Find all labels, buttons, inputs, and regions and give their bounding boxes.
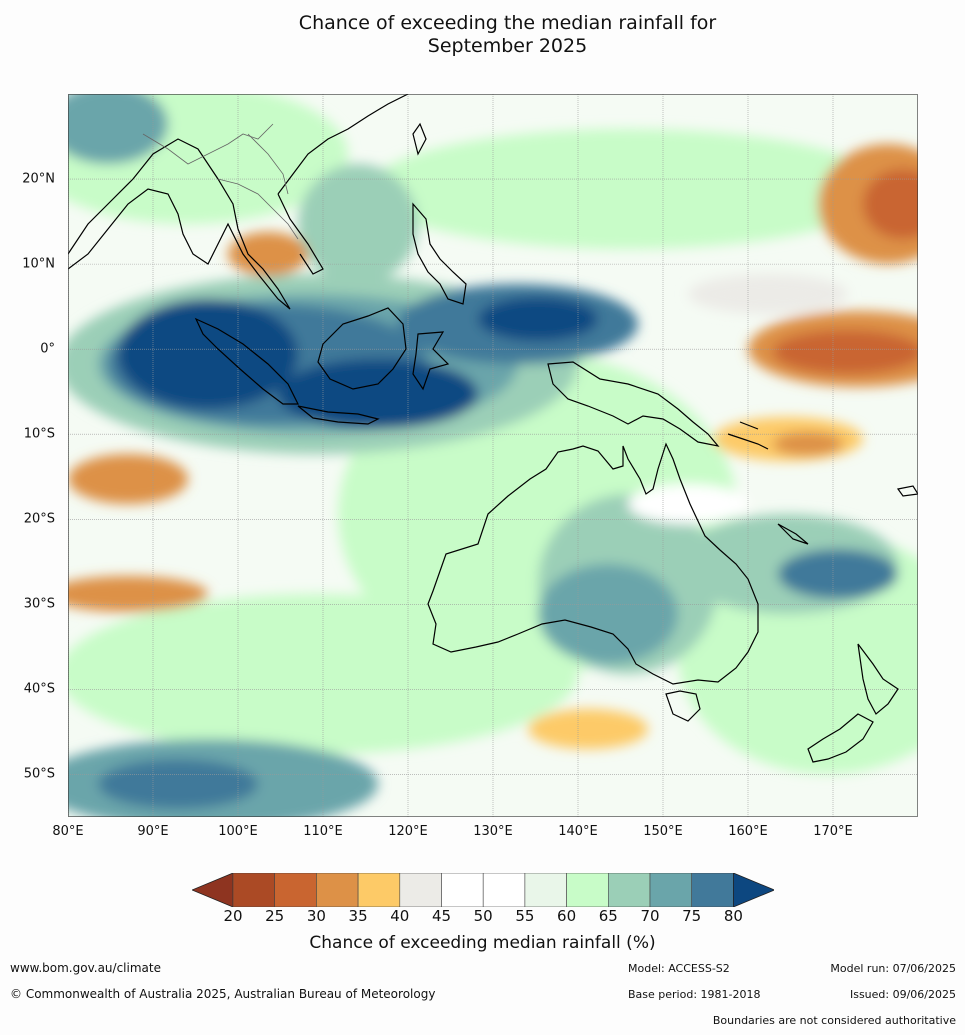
model-run-text: Model run: 07/06/2025 xyxy=(830,962,956,975)
colorbar-tick-label: 40 xyxy=(390,907,410,925)
colorbar-tick-label: 30 xyxy=(306,907,326,925)
lon-label: 110°E xyxy=(303,824,343,839)
coastlines xyxy=(68,94,918,763)
colorbar-tick-label: 65 xyxy=(598,907,618,925)
colorbar-segment xyxy=(232,872,276,908)
lon-label: 120°E xyxy=(388,824,428,839)
lon-label: 150°E xyxy=(643,824,683,839)
disclaimer-text: Boundaries are not considered authoritat… xyxy=(712,1014,956,1027)
lon-label: 160°E xyxy=(728,824,768,839)
colorbar-tick-label: 70 xyxy=(640,907,660,925)
colorbar-segment xyxy=(274,872,317,908)
base-period-text: Base period: 1981-2018 xyxy=(628,988,761,1001)
area-south-china-sea-teal xyxy=(298,164,418,284)
area-southern-ocean-blue xyxy=(98,759,258,809)
model-text: Model: ACCESS-S2 xyxy=(628,962,730,975)
colorbar-tick-label: 50 xyxy=(473,907,493,925)
colorbar-segment xyxy=(566,872,609,908)
lon-label: 90°E xyxy=(137,824,169,839)
area-pacific-grey xyxy=(688,274,848,314)
borneo-coastline xyxy=(317,307,407,390)
area-equatorial-pacific-darkblue xyxy=(478,297,598,341)
colorbar-tick-label: 60 xyxy=(557,907,577,925)
indochina-coastline xyxy=(277,94,409,275)
colorbar-label: Chance of exceeding median rainfall (%) xyxy=(309,933,656,953)
sulawesi-coastline xyxy=(412,331,450,391)
lat-label: 50°S xyxy=(23,766,55,782)
lat-label: 20°S xyxy=(23,511,55,527)
area-coral-white xyxy=(628,484,748,524)
lat-label: 10°S xyxy=(23,426,55,442)
lon-label: 100°E xyxy=(218,824,258,839)
colorbar-segment xyxy=(316,872,359,908)
colorbar-segment xyxy=(399,872,442,908)
area-south-tasmania-yellow xyxy=(528,709,648,749)
colorbar-tick-label: 35 xyxy=(348,907,368,925)
website-link[interactable]: www.bom.gov.au/climate xyxy=(10,961,161,975)
colorbar-segment xyxy=(357,872,401,908)
issued-text: Issued: 09/06/2025 xyxy=(849,988,956,1001)
area-thailand-orange xyxy=(228,232,308,276)
new-zealand-south-coastline xyxy=(807,713,874,763)
lon-label: 140°E xyxy=(558,824,598,839)
graticule xyxy=(68,94,918,817)
java-coastline xyxy=(297,405,380,425)
area-maritime-darkblue-west xyxy=(118,299,298,409)
area-sw-indian-orange xyxy=(68,454,188,504)
lat-label: 10°N xyxy=(22,256,55,272)
colorbar-tick-label: 20 xyxy=(223,907,243,925)
colorbar-segment xyxy=(649,872,693,908)
colorbar xyxy=(190,872,776,911)
area-india-teal xyxy=(68,94,168,164)
colorbar-segment xyxy=(482,872,526,908)
copyright-text: © Commonwealth of Australia 2025, Austra… xyxy=(10,987,436,1001)
lat-label: 30°S xyxy=(23,596,55,612)
taiwan-coastline xyxy=(412,122,427,156)
colorbar-segment xyxy=(441,872,484,908)
lat-label: 0° xyxy=(40,341,55,357)
colorbar-tick-label: 25 xyxy=(265,907,285,925)
lat-label: 40°S xyxy=(23,681,55,697)
colorbar-segment xyxy=(524,872,567,908)
area-sw-indian-orange-2 xyxy=(68,576,208,612)
sumatra-coastline xyxy=(194,317,299,405)
map-canvas xyxy=(68,94,918,817)
philippines-coastline xyxy=(412,202,467,305)
lon-label: 170°E xyxy=(813,824,853,839)
new-caledonia-coastline xyxy=(777,523,809,545)
colorbar-tick-label: 45 xyxy=(431,907,452,925)
area-east-australia-darkteal xyxy=(538,564,678,664)
colorbar-graphic xyxy=(190,872,776,908)
rainfall-map xyxy=(68,94,918,817)
tasmania-coastline xyxy=(665,690,701,722)
colorbar-over-arrow xyxy=(733,872,776,908)
colorbar-tick-label: 55 xyxy=(515,907,535,925)
colorbar-under-arrow xyxy=(190,872,234,908)
lon-label: 80°E xyxy=(52,824,84,839)
australia-coastline xyxy=(427,442,759,685)
title-line-1: Chance of exceeding the median rainfall … xyxy=(298,12,717,34)
colorbar-segment xyxy=(691,872,734,908)
fiji-coastline xyxy=(896,485,918,497)
lat-label: 20°N xyxy=(22,171,55,187)
new-zealand-north-coastline xyxy=(857,643,899,715)
title-line-2: September 2025 xyxy=(427,35,588,57)
colorbar-segment xyxy=(607,872,651,908)
area-nw-pacific-darkorange xyxy=(863,169,918,239)
area-coral-sea-blue xyxy=(778,549,898,599)
area-solomon-orange xyxy=(773,432,843,456)
colorbar-tick-label: 80 xyxy=(723,907,743,925)
new-guinea-coastline xyxy=(547,361,720,447)
mainland-asia-coastline xyxy=(68,138,291,310)
map-frame xyxy=(68,94,918,817)
area-nw-pacific-green xyxy=(368,129,888,249)
solomon-islands-coastline xyxy=(727,421,769,450)
chart-title: Chance of exceeding the median rainfall … xyxy=(0,12,965,58)
area-central-pacific-darkorange xyxy=(773,330,918,374)
colorbar-tick-label: 75 xyxy=(682,907,702,925)
country-borders xyxy=(142,123,299,240)
lon-label: 130°E xyxy=(473,824,513,839)
